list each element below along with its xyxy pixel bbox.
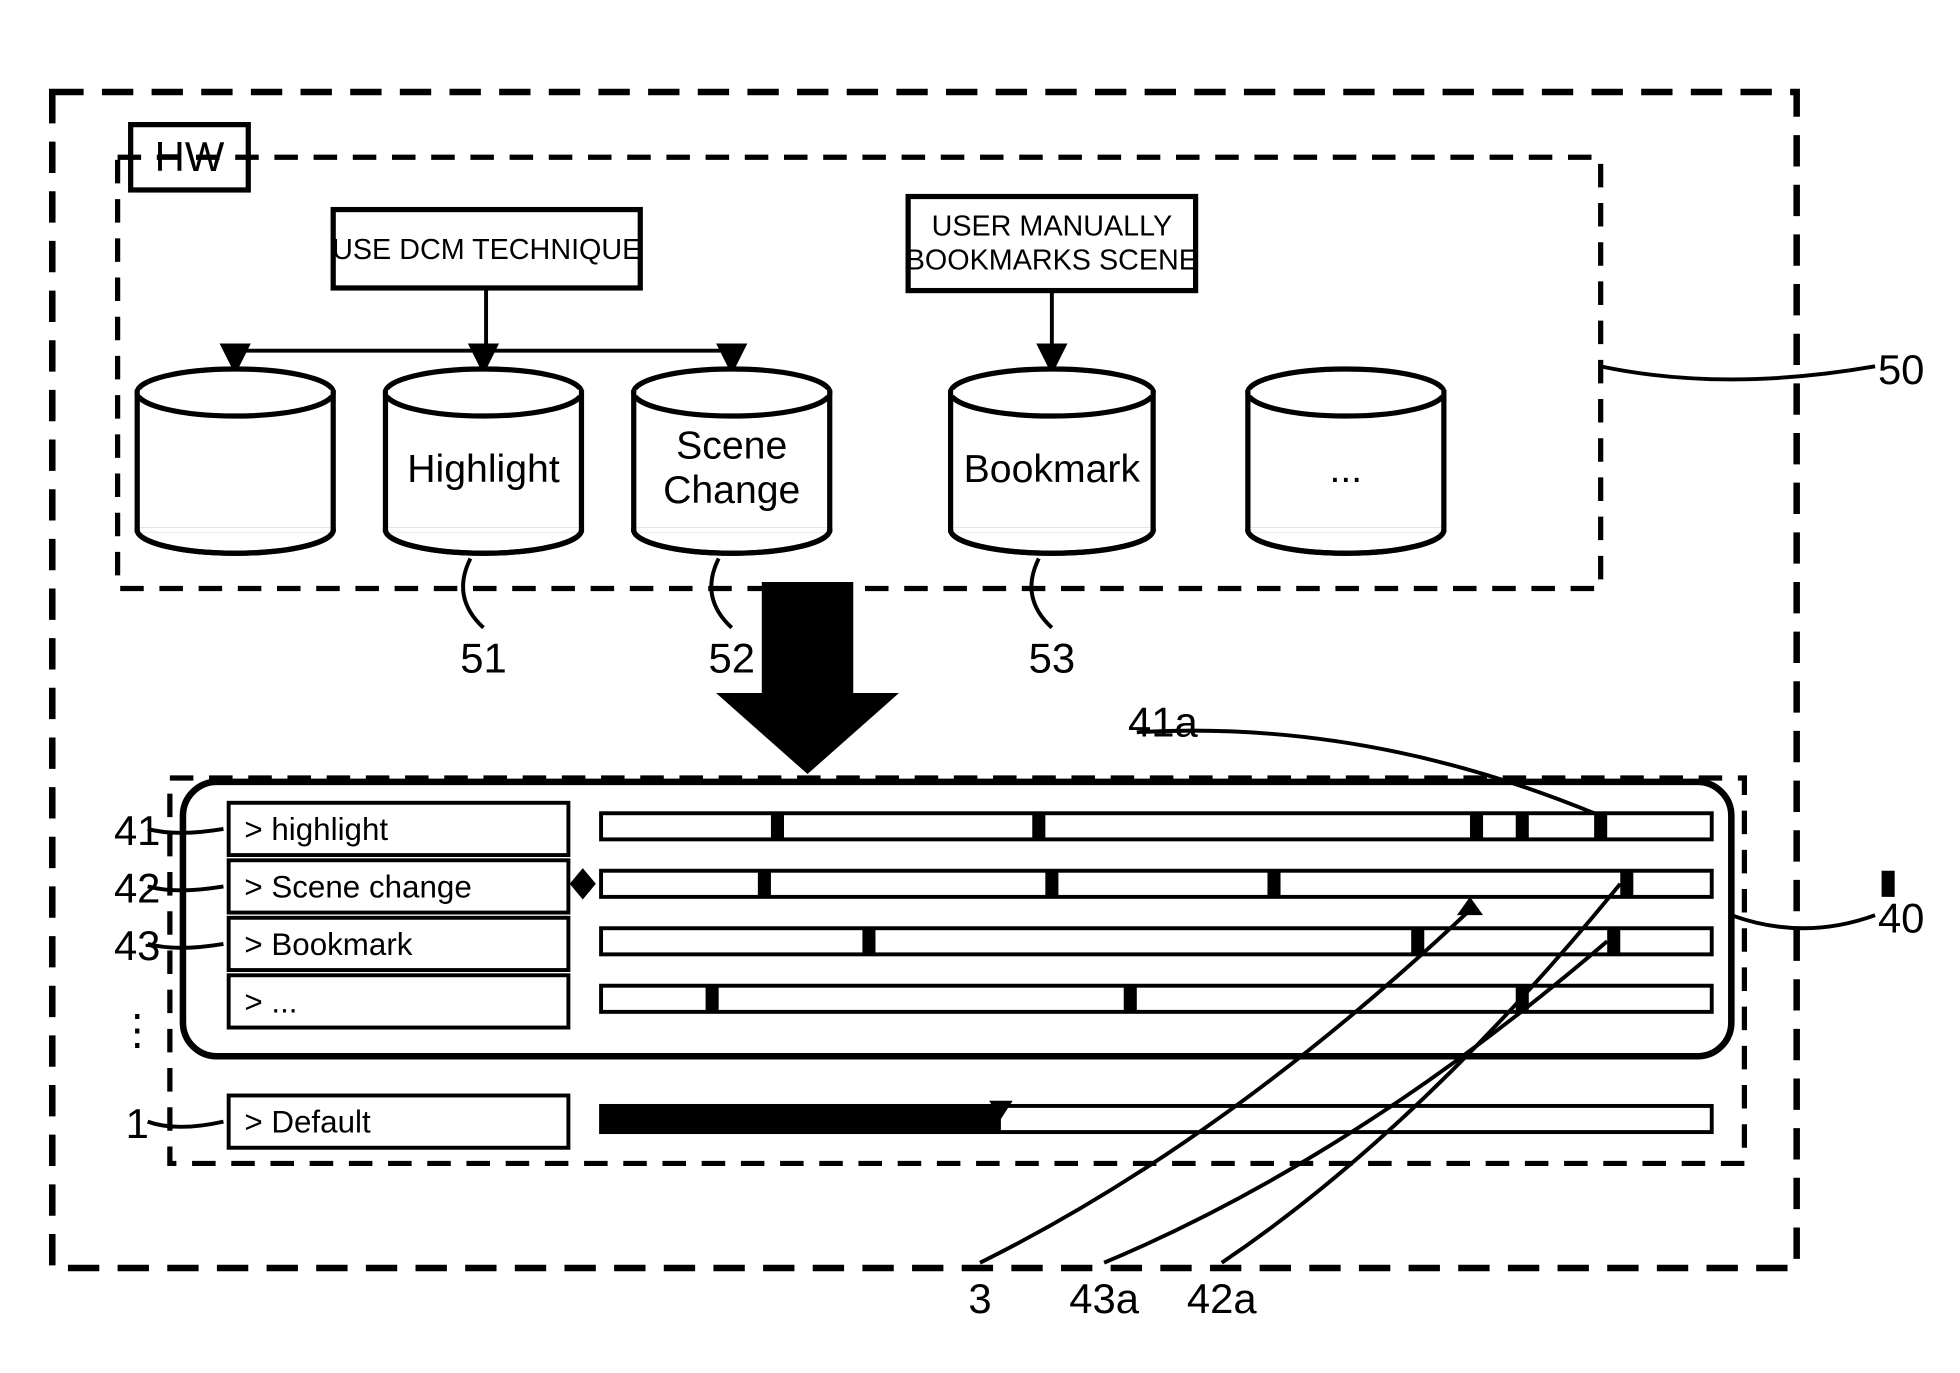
ref-51: 51 bbox=[460, 635, 506, 682]
menu-row-default-label: > Default bbox=[244, 1105, 371, 1140]
bar-dots-mark-1 bbox=[1124, 986, 1137, 1012]
bar-scenechange-mark-2 bbox=[1267, 871, 1280, 897]
left-vdots: ⋮ bbox=[116, 1006, 158, 1053]
bar-scenechange-mark-3 bbox=[1620, 871, 1633, 897]
lead-1 bbox=[148, 1122, 224, 1127]
diagram-root: HWUSE DCM TECHNIQUEUSER MANUALLYBOOKMARK… bbox=[0, 0, 1960, 1373]
lead-50 bbox=[1601, 366, 1875, 379]
bar-scenechange-mark-0 bbox=[758, 871, 771, 897]
ref-52: 52 bbox=[708, 635, 755, 682]
box-user-line1: USER MANUALLY bbox=[932, 210, 1173, 242]
bar-dots[interactable] bbox=[601, 986, 1712, 1012]
db-2-label2: Change bbox=[663, 469, 800, 512]
box-dcm-label: USE DCM TECHNIQUE bbox=[332, 234, 641, 266]
ref-43a: 43a bbox=[1069, 1275, 1139, 1322]
ref-1: 1 bbox=[126, 1100, 149, 1147]
ref-40: 40 bbox=[1878, 895, 1925, 942]
menu-row-3-label: > ... bbox=[244, 984, 297, 1019]
bar-scenechange-mark-4 bbox=[1882, 871, 1895, 897]
lead-40 bbox=[1731, 915, 1875, 928]
bar-dots-mark-0 bbox=[706, 986, 719, 1012]
bar-scenechange-mark-1 bbox=[1045, 871, 1058, 897]
ref-42: 42 bbox=[114, 865, 161, 912]
bar-highlight-mark-3 bbox=[1516, 813, 1529, 839]
db-2-label1: Scene bbox=[676, 424, 787, 467]
db-4-label: ... bbox=[1330, 448, 1363, 491]
bar-bookmark-mark-2 bbox=[1607, 928, 1620, 954]
lead-51 bbox=[463, 558, 483, 627]
bar-bookmark-mark-0 bbox=[862, 928, 875, 954]
ref-43: 43 bbox=[114, 922, 161, 969]
box-user-line2: BOOKMARKS SCENE bbox=[906, 244, 1198, 276]
menu-row-2-label: > Bookmark bbox=[244, 927, 412, 962]
lead-52 bbox=[711, 558, 731, 627]
ref-53: 53 bbox=[1029, 635, 1076, 682]
ref-3: 3 bbox=[968, 1275, 991, 1322]
menu-row-1-label: > Scene change bbox=[244, 869, 471, 904]
db-3-label: Bookmark bbox=[964, 448, 1141, 491]
bar-highlight-mark-1 bbox=[1032, 813, 1045, 839]
bar-bookmark-mark-1 bbox=[1411, 928, 1424, 954]
bar-highlight[interactable] bbox=[601, 813, 1712, 839]
db-1-label: Highlight bbox=[407, 448, 560, 491]
bar-highlight-mark-0 bbox=[771, 813, 784, 839]
bar-highlight-mark-2 bbox=[1470, 813, 1483, 839]
ref-41: 41 bbox=[114, 807, 161, 854]
ref-41a: 41a bbox=[1128, 699, 1198, 746]
bar-default-fill bbox=[601, 1106, 1001, 1132]
menu-row-0-label: > highlight bbox=[244, 812, 388, 847]
ref-42a: 42a bbox=[1187, 1275, 1257, 1322]
bar-highlight-mark-4 bbox=[1594, 813, 1607, 839]
bar-bookmark[interactable] bbox=[601, 928, 1712, 954]
ref-50: 50 bbox=[1878, 346, 1925, 393]
lead-53 bbox=[1031, 558, 1051, 627]
